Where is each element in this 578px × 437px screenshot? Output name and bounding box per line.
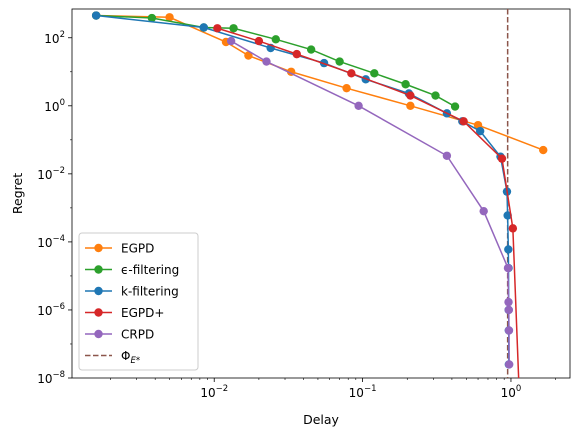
legend-entry: EGPD bbox=[85, 242, 154, 256]
data-point bbox=[406, 91, 415, 100]
data-point bbox=[504, 245, 513, 254]
data-point bbox=[370, 69, 379, 78]
legend-label: ϵ-filtering bbox=[121, 263, 179, 277]
data-point bbox=[262, 57, 271, 66]
data-point bbox=[147, 13, 157, 23]
legend-entry: k-filtering bbox=[85, 285, 179, 299]
data-point bbox=[199, 23, 208, 32]
data-point bbox=[306, 45, 316, 54]
legend-marker bbox=[94, 286, 103, 296]
data-point bbox=[271, 35, 280, 44]
legend-label: CRPD bbox=[121, 328, 154, 342]
legend-label-subscript: E* bbox=[130, 356, 140, 366]
legend-marker bbox=[94, 308, 103, 317]
legend-marker bbox=[94, 329, 103, 339]
legend-label: EGPD bbox=[121, 242, 154, 256]
data-point bbox=[347, 69, 356, 78]
data-point bbox=[165, 13, 174, 22]
data-point bbox=[354, 101, 363, 111]
legend-label: EGPD+ bbox=[121, 306, 164, 320]
legend-entry: CRPD bbox=[85, 328, 154, 342]
data-point bbox=[254, 36, 264, 46]
data-point bbox=[504, 297, 513, 307]
data-point bbox=[497, 154, 507, 163]
plot-frame bbox=[71, 8, 571, 379]
data-point bbox=[504, 326, 514, 335]
data-point bbox=[479, 206, 488, 216]
data-point bbox=[503, 263, 513, 273]
data-point bbox=[213, 24, 222, 33]
data-point bbox=[226, 36, 236, 46]
data-point bbox=[244, 51, 253, 60]
data-point bbox=[292, 49, 301, 59]
data-point bbox=[503, 211, 512, 220]
data-point bbox=[401, 80, 410, 89]
series-crpd bbox=[226, 36, 514, 369]
x-axis-label: Delay bbox=[303, 412, 339, 427]
data-point bbox=[335, 57, 344, 66]
legend-marker bbox=[94, 243, 103, 253]
data-point bbox=[475, 126, 485, 136]
data-point bbox=[504, 305, 513, 315]
legend-box bbox=[78, 232, 199, 371]
legend-entry: EGPD+ bbox=[85, 306, 164, 320]
data-point bbox=[431, 91, 440, 100]
series-line bbox=[230, 40, 510, 365]
legend-label: k-filtering bbox=[121, 285, 179, 299]
series-layer bbox=[91, 11, 548, 378]
data-point bbox=[91, 11, 101, 20]
data-point bbox=[342, 83, 351, 93]
legend-entry: ϵ-filtering bbox=[85, 263, 179, 277]
data-point bbox=[229, 24, 238, 33]
data-point bbox=[459, 117, 468, 126]
data-point bbox=[450, 102, 460, 111]
y-axis-label: Regret bbox=[10, 173, 25, 214]
data-point bbox=[442, 151, 452, 160]
data-point bbox=[539, 145, 548, 155]
data-point bbox=[406, 101, 415, 111]
data-point bbox=[504, 360, 514, 369]
series-egpd- bbox=[213, 24, 520, 378]
legend-marker bbox=[94, 265, 103, 274]
data-point bbox=[508, 224, 518, 233]
